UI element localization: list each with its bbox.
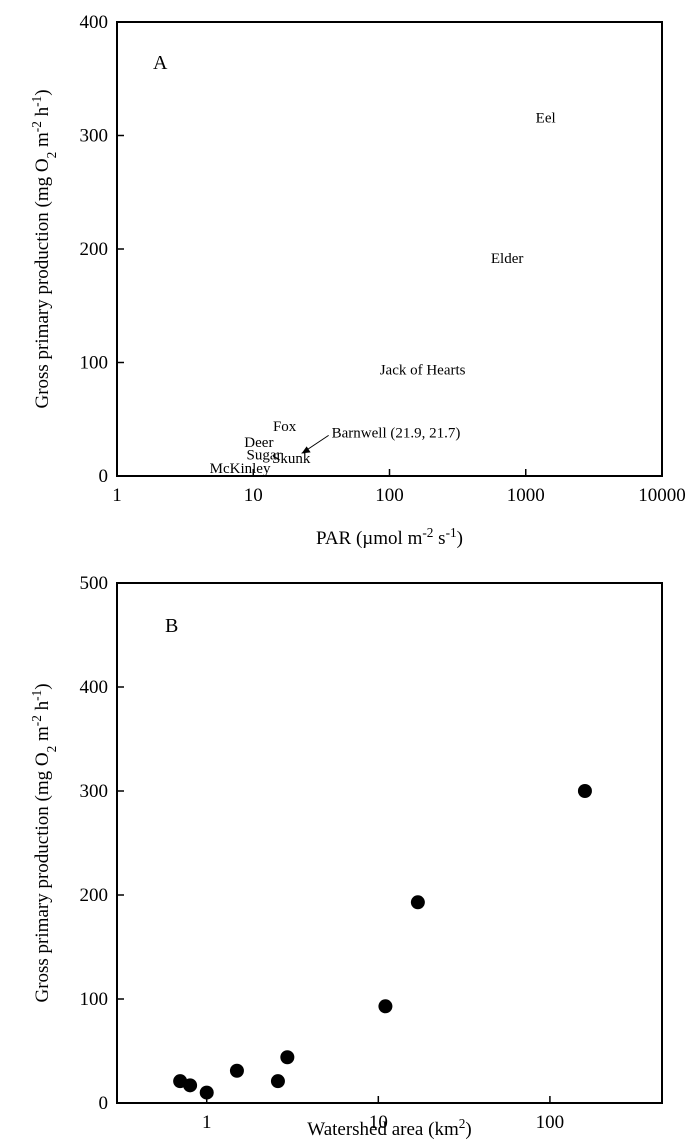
y-tick-label: 0 — [99, 1093, 109, 1114]
data-point — [411, 895, 425, 909]
data-point — [183, 1078, 197, 1092]
x-tick-label: 10 — [244, 485, 263, 506]
x-axis-label: PAR (µmol m-2 s-1) — [316, 525, 463, 550]
panel-label: A — [153, 52, 168, 74]
plot-frame — [117, 22, 662, 476]
y-tick-label: 100 — [80, 353, 109, 374]
y-tick-label: 200 — [80, 239, 109, 260]
data-point — [280, 1050, 294, 1064]
y-tick-label: 400 — [80, 12, 109, 33]
chart-panel-a: 0 100 200 300 400 1 10 100 1000 10000 A PAR (µmol m… — [29, 12, 686, 549]
y-tick-label: 100 — [80, 989, 109, 1010]
data-point — [230, 1064, 244, 1078]
site-label: Jack of Hearts — [380, 362, 466, 378]
y-tick-label: 500 — [80, 573, 109, 594]
data-point — [378, 999, 392, 1013]
x-tick-label: 1 — [202, 1112, 212, 1133]
site-label: Fox — [273, 419, 297, 435]
x-tick-label: 100 — [375, 485, 404, 506]
y-tick-label: 0 — [99, 466, 109, 487]
x-tick-label: 10000 — [638, 485, 686, 506]
site-label: Elder — [491, 251, 523, 267]
x-tick-label: 1000 — [507, 485, 545, 506]
y-tick-label: 200 — [80, 885, 109, 906]
y-axis-label: Gross primary production (mg O2 m-2 h-1) — [29, 89, 59, 408]
panel-label: B — [165, 615, 178, 637]
site-label: Barnwell (21.9, 21.7) — [332, 425, 461, 441]
data-point — [200, 1086, 214, 1100]
y-tick-label: 400 — [80, 677, 109, 698]
site-label: McKinley — [210, 461, 271, 477]
y-tick-label: 300 — [80, 781, 109, 802]
plot-frame — [117, 583, 662, 1103]
x-tick-label: 1 — [112, 485, 122, 506]
x-tick-label: 100 — [536, 1112, 565, 1133]
site-label: Skunk — [272, 451, 311, 467]
data-point — [578, 784, 592, 798]
site-label: Eel — [536, 110, 556, 126]
y-tick-label: 300 — [80, 126, 109, 147]
x-axis-label: Watershed area (km2) — [307, 1116, 471, 1141]
data-point — [271, 1074, 285, 1088]
y-axis-label: Gross primary production (mg O2 m-2 h-1) — [29, 683, 59, 1002]
